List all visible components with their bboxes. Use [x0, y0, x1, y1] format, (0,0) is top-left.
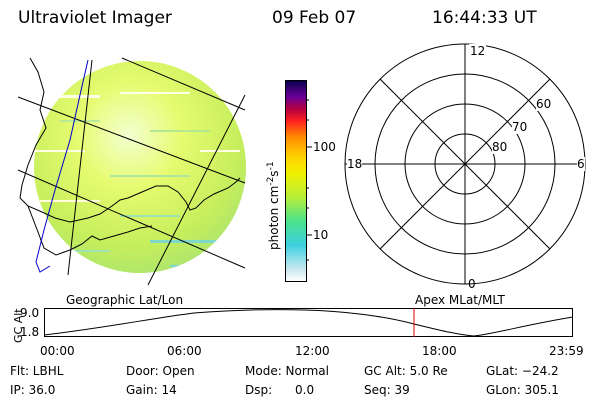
graticule-lines — [17, 57, 246, 286]
lat-label-70: 70 — [512, 120, 528, 134]
glat-value: GLat: −24.2 — [486, 364, 559, 378]
glon-value: GLon: 305.1 — [486, 383, 559, 397]
image-disk — [34, 61, 246, 273]
observation-date: 09 Feb 07 — [272, 8, 357, 28]
coord-label-apex: Apex MLat/MLT — [415, 293, 505, 307]
clock-label-18: 18 — [347, 157, 363, 171]
clock-label-12: 12 — [469, 44, 487, 58]
time-tick-0000: 00:00 — [40, 344, 75, 358]
gc-altitude-value: GC Alt: 5.0 Re — [364, 364, 448, 378]
colorbar-tick-10: 10 — [313, 228, 329, 242]
dsp-value: Dsp: 0.0 — [245, 383, 315, 397]
time-tick-0600: 06:00 — [167, 344, 202, 358]
svg-text:photon cm-2s-1: photon cm-2s-1 — [266, 161, 281, 250]
lat-label-80: 80 — [492, 140, 508, 154]
coast-outline-blue — [35, 59, 89, 273]
door-status: Door: Open — [126, 364, 195, 378]
alt-max-label: 9.0 — [20, 306, 40, 320]
coord-label-geographic: Geographic Lat/Lon — [66, 293, 184, 307]
coastline-south — [27, 205, 153, 256]
altitude-curve-plot — [44, 308, 573, 337]
uv-image-map[interactable] — [0, 0, 260, 295]
filter-value: Flt: LBHL — [10, 364, 64, 378]
svg-text:GC Alt: GC Alt — [12, 308, 25, 343]
color-scale-bar — [285, 80, 307, 282]
clock-label-0: 0 — [468, 277, 476, 291]
gain-value: Gain: 14 — [126, 383, 177, 397]
altitude-curve — [44, 309, 573, 337]
ip-value: IP: 36.0 — [10, 383, 56, 397]
colorbar-ticks — [306, 99, 312, 261]
colorbar-unit-label: photon cm-2s-1 — [266, 161, 281, 250]
observation-time: 16:44:33 UT — [432, 8, 537, 28]
diagonal-meridian-2 — [379, 78, 551, 250]
time-tick-1200: 12:00 — [295, 344, 330, 358]
lat-label-60: 60 — [536, 97, 552, 111]
alt-min-label: 1.8 — [20, 325, 40, 339]
time-tick-1800: 18:00 — [422, 344, 457, 358]
mode-value: Mode: Normal — [245, 364, 329, 378]
altplot-ylabel: GC Alt — [12, 308, 25, 343]
time-tick-2359: 23:59 — [549, 344, 584, 358]
polar-grid-plot[interactable] — [335, 42, 595, 292]
coastline — [19, 57, 241, 223]
clock-label-6: 6 — [577, 157, 585, 171]
altitude-plot-frame[interactable] — [44, 308, 573, 337]
sequence-value: Seq: 39 — [364, 383, 410, 397]
colorbar-tick-100: 100 — [313, 140, 336, 154]
app-title: Ultraviolet Imager — [18, 8, 172, 28]
